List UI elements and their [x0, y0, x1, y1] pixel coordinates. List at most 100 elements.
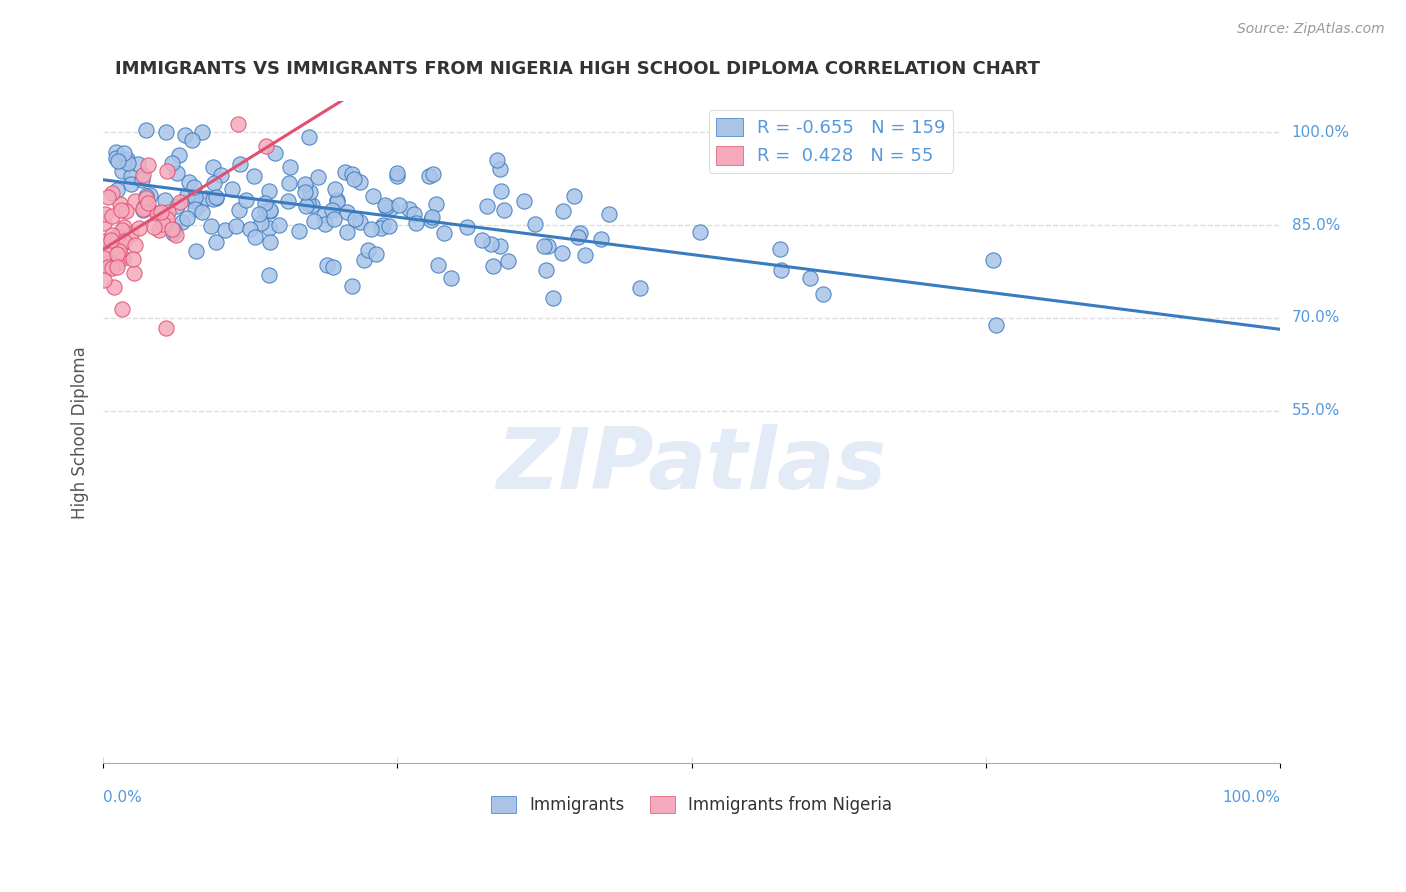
- Point: [205, 235, 228, 249]
- Point: [402, 207, 425, 221]
- Point: [426, 258, 449, 272]
- Point: [288, 224, 311, 238]
- Point: [135, 201, 157, 215]
- Point: [162, 227, 184, 241]
- Point: [323, 212, 346, 227]
- Point: [264, 145, 287, 160]
- Point: [235, 194, 257, 208]
- Point: [131, 169, 153, 183]
- Point: [155, 211, 177, 226]
- Point: [165, 228, 187, 243]
- Point: [380, 201, 402, 215]
- Point: [135, 188, 157, 202]
- Point: [107, 154, 129, 169]
- Point: [132, 202, 155, 217]
- Point: [214, 223, 236, 237]
- Point: [183, 180, 205, 194]
- Point: [94, 245, 117, 260]
- Point: [315, 258, 337, 272]
- Point: [398, 202, 420, 216]
- Point: [127, 156, 149, 170]
- Point: [190, 197, 212, 211]
- Point: [166, 199, 188, 213]
- Point: [259, 202, 281, 217]
- Point: [488, 161, 510, 176]
- Point: [321, 203, 343, 218]
- Point: [105, 256, 128, 270]
- Point: [259, 184, 281, 198]
- Point: [769, 242, 792, 256]
- Point: [202, 192, 225, 206]
- Point: [139, 187, 162, 202]
- Point: [253, 203, 276, 218]
- Point: [105, 260, 128, 274]
- Point: [366, 247, 388, 261]
- Point: [349, 175, 371, 189]
- Point: [245, 230, 267, 244]
- Point: [209, 168, 232, 182]
- Text: IMMIGRANTS VS IMMIGRANTS FROM NIGERIA HIGH SCHOOL DIPLOMA CORRELATION CHART: IMMIGRANTS VS IMMIGRANTS FROM NIGERIA HI…: [115, 60, 1040, 78]
- Point: [110, 236, 132, 251]
- Point: [360, 222, 382, 236]
- Point: [104, 145, 127, 159]
- Point: [524, 217, 547, 231]
- Point: [536, 239, 558, 253]
- Point: [97, 190, 120, 204]
- Point: [160, 222, 183, 236]
- Point: [146, 206, 169, 220]
- Point: [176, 211, 198, 226]
- Point: [105, 228, 128, 243]
- Point: [340, 167, 363, 181]
- Point: [294, 186, 316, 200]
- Point: [259, 204, 281, 219]
- Point: [148, 222, 170, 236]
- Point: [242, 169, 264, 183]
- Point: [370, 221, 392, 235]
- Point: [103, 279, 125, 293]
- Text: 55.0%: 55.0%: [1292, 403, 1340, 418]
- Point: [105, 247, 128, 261]
- Point: [184, 202, 207, 216]
- Text: 0.0%: 0.0%: [103, 789, 142, 805]
- Point: [160, 155, 183, 169]
- Point: [374, 200, 396, 214]
- Point: [135, 123, 157, 137]
- Point: [489, 239, 512, 253]
- Point: [277, 194, 299, 208]
- Point: [156, 163, 179, 178]
- Point: [225, 219, 247, 233]
- Point: [385, 169, 408, 183]
- Point: [105, 151, 128, 165]
- Point: [254, 139, 277, 153]
- Point: [496, 254, 519, 268]
- Point: [167, 148, 190, 162]
- Point: [420, 211, 443, 225]
- Point: [93, 273, 115, 287]
- Point: [205, 190, 228, 204]
- Point: [132, 201, 155, 215]
- Point: [361, 189, 384, 203]
- Point: [169, 194, 191, 209]
- Point: [419, 212, 441, 227]
- Point: [93, 234, 115, 248]
- Point: [111, 164, 134, 178]
- Point: [322, 260, 344, 274]
- Point: [110, 203, 132, 218]
- Point: [494, 202, 516, 217]
- Point: [336, 226, 359, 240]
- Point: [304, 214, 326, 228]
- Point: [299, 185, 322, 199]
- Point: [551, 203, 574, 218]
- Point: [221, 182, 243, 196]
- Y-axis label: High School Diploma: High School Diploma: [72, 346, 89, 518]
- Point: [278, 160, 301, 174]
- Text: Source: ZipAtlas.com: Source: ZipAtlas.com: [1237, 22, 1385, 37]
- Point: [191, 125, 214, 139]
- Point: [312, 208, 335, 222]
- Point: [257, 268, 280, 283]
- Point: [353, 252, 375, 267]
- Legend: Immigrants, Immigrants from Nigeria: Immigrants, Immigrants from Nigeria: [485, 789, 898, 821]
- Point: [541, 292, 564, 306]
- Point: [567, 230, 589, 244]
- Point: [295, 199, 318, 213]
